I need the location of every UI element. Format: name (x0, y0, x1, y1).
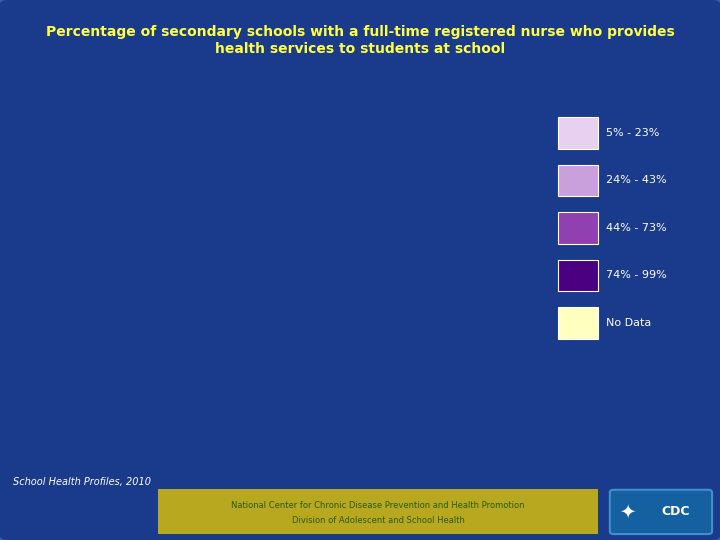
Text: 24% - 43%: 24% - 43% (606, 176, 667, 185)
Text: 74% - 99%: 74% - 99% (606, 271, 667, 280)
Text: Percentage of secondary schools with a full-time registered nurse who provides
h: Percentage of secondary schools with a f… (45, 25, 675, 56)
Bar (558, 165, 598, 196)
Bar (558, 260, 598, 291)
Text: No Data: No Data (606, 318, 652, 328)
Text: CDC: CDC (661, 505, 690, 518)
Bar (558, 212, 598, 244)
Bar (558, 117, 598, 148)
Bar (158, 489, 598, 534)
Text: 5% - 23%: 5% - 23% (606, 128, 660, 138)
Text: ✦: ✦ (620, 502, 636, 522)
Text: School Health Profiles, 2010: School Health Profiles, 2010 (13, 477, 151, 487)
Text: National Center for Chronic Disease Prevention and Health Promotion: National Center for Chronic Disease Prev… (231, 501, 525, 510)
Bar (558, 307, 598, 339)
FancyBboxPatch shape (610, 490, 712, 534)
Text: 44% - 73%: 44% - 73% (606, 223, 667, 233)
Text: Division of Adolescent and School Health: Division of Adolescent and School Health (292, 516, 464, 525)
